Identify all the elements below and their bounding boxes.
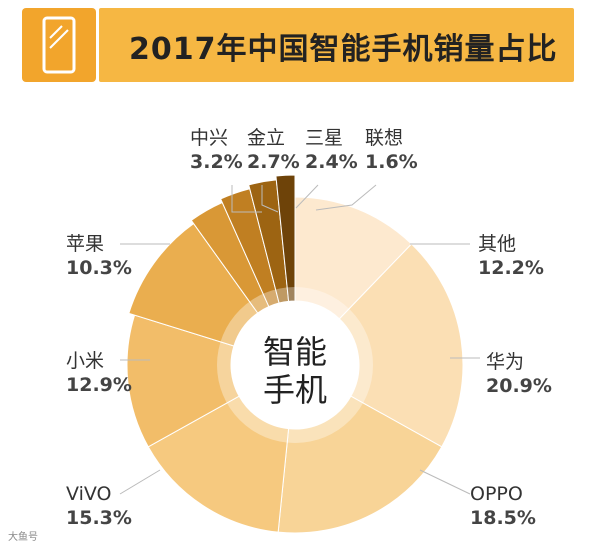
leader-line-7 bbox=[119, 469, 161, 495]
slice-name: OPPO bbox=[470, 483, 523, 505]
slice-name: 联想 bbox=[365, 127, 404, 149]
center-line-1: 智能 bbox=[262, 333, 327, 371]
slice-value: 1.6% bbox=[365, 151, 418, 173]
leader-line-2 bbox=[295, 184, 319, 209]
label-samsung: 三星 2.4% bbox=[305, 126, 358, 174]
leader-line-3 bbox=[315, 184, 377, 211]
center-line-2: 手机 bbox=[262, 371, 327, 409]
slice-name: 中兴 bbox=[190, 127, 229, 149]
leader-line-6 bbox=[419, 469, 471, 495]
slice-value: 12.9% bbox=[66, 374, 132, 396]
donut-hole bbox=[231, 301, 359, 429]
header-bar: 2017年中国智能手机销量占比 bbox=[99, 8, 574, 82]
slice-value: 18.5% bbox=[470, 507, 536, 529]
slice-value: 2.7% bbox=[247, 151, 300, 173]
page-title: 2017年中国智能手机销量占比 bbox=[129, 32, 558, 67]
label-huawei: 华为 20.9% bbox=[486, 350, 552, 398]
smartphone-icon bbox=[42, 16, 76, 74]
header-icon-box bbox=[22, 8, 96, 82]
label-xiaomi: 小米 12.9% bbox=[66, 349, 132, 397]
slice-name: ViVO bbox=[66, 483, 112, 505]
label-vivo: ViVO 15.3% bbox=[66, 482, 132, 530]
label-oppo: OPPO 18.5% bbox=[470, 482, 536, 530]
label-gionee: 金立 2.7% bbox=[247, 126, 300, 174]
leader-line-1 bbox=[261, 185, 279, 213]
slice-value: 3.2% bbox=[190, 151, 243, 173]
slice-name: 三星 bbox=[305, 127, 344, 149]
label-lenovo: 联想 1.6% bbox=[365, 126, 418, 174]
slice-name: 其他 bbox=[478, 233, 517, 255]
slice-value: 20.9% bbox=[486, 375, 552, 397]
slice-name: 小米 bbox=[66, 350, 105, 372]
slice-name: 金立 bbox=[247, 127, 286, 149]
slice-name: 苹果 bbox=[66, 233, 105, 255]
slice-value: 15.3% bbox=[66, 507, 132, 529]
label-zte: 中兴 3.2% bbox=[190, 126, 243, 174]
slice-name: 华为 bbox=[486, 351, 525, 373]
chart-center-label: 智能 手机 bbox=[255, 333, 335, 409]
label-qita: 其他 12.2% bbox=[478, 232, 544, 280]
watermark: 大鱼号 bbox=[8, 532, 38, 543]
slice-value: 10.3% bbox=[66, 257, 132, 279]
slice-value: 12.2% bbox=[478, 257, 544, 279]
slice-value: 2.4% bbox=[305, 151, 358, 173]
label-apple: 苹果 10.3% bbox=[66, 232, 132, 280]
leader-line-0 bbox=[231, 185, 262, 213]
